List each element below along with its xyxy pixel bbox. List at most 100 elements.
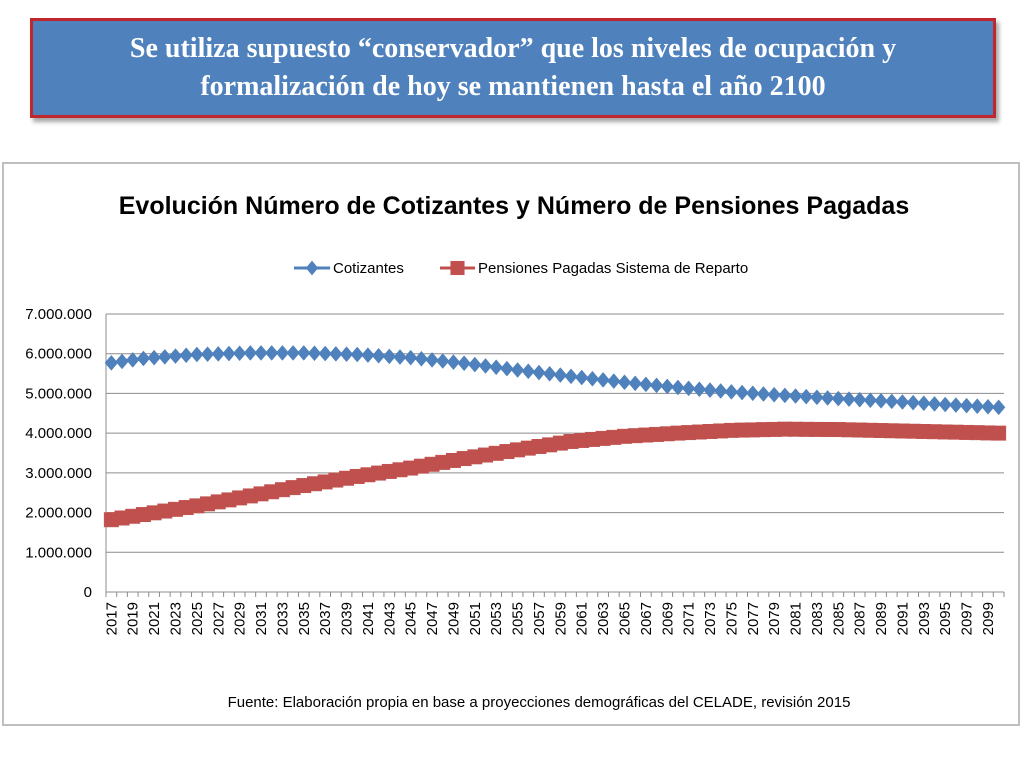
data-point — [136, 350, 151, 367]
data-point — [478, 358, 493, 374]
data-point — [991, 399, 1006, 416]
x-tick-label: 2093 — [916, 602, 933, 635]
data-point — [799, 388, 813, 405]
x-tick-label: 2075 — [723, 602, 740, 635]
data-point — [639, 376, 653, 393]
x-tick-label: 2091 — [894, 602, 911, 635]
data-point — [542, 365, 557, 382]
data-point — [393, 349, 407, 365]
data-point — [959, 397, 974, 414]
data-point — [842, 391, 856, 408]
x-tick-label: 2073 — [702, 602, 719, 635]
data-point — [468, 356, 482, 373]
data-point — [724, 383, 739, 400]
x-tick-label: 2059 — [552, 602, 569, 635]
data-point — [425, 352, 439, 368]
data-point — [778, 387, 792, 404]
data-point — [403, 349, 418, 366]
x-tick-label: 2077 — [745, 602, 762, 635]
data-point — [596, 372, 610, 388]
data-point — [446, 354, 461, 371]
data-point — [329, 345, 343, 362]
axes: 0 1.000.000 2.000.000 3.000.000 4.000.000 5.0… — [25, 306, 1005, 635]
data-point — [991, 425, 1007, 441]
x-tick-label: 2051 — [467, 602, 484, 635]
data-point — [564, 368, 578, 385]
x-tick-label: 2065 — [616, 602, 633, 635]
data-point — [756, 386, 771, 402]
chart-title: Evolución Número de Cotizantes y Número … — [119, 192, 909, 220]
data-point — [863, 392, 878, 409]
series-group — [103, 345, 1007, 528]
series-2 — [103, 421, 1007, 528]
data-point — [532, 364, 546, 381]
data-point — [788, 388, 803, 404]
data-point — [115, 353, 129, 370]
data-point — [254, 345, 268, 361]
data-point — [713, 383, 728, 399]
data-point — [179, 347, 193, 364]
y-tick-label: 2.000.000 — [25, 505, 92, 522]
data-point — [885, 393, 899, 410]
data-point — [628, 375, 642, 392]
x-tick-label: 2029 — [232, 602, 249, 635]
x-tick-label: 2069 — [659, 602, 676, 635]
data-point — [457, 355, 471, 372]
data-point — [681, 380, 696, 397]
data-point — [874, 392, 888, 409]
data-point — [104, 354, 119, 371]
banner-line-1: Se utiliza supuesto “conservador” que lo… — [129, 33, 897, 64]
data-point — [200, 346, 215, 363]
data-point — [371, 347, 386, 364]
data-point — [521, 363, 535, 380]
y-tick-label: 7.000.000 — [25, 306, 92, 323]
data-point — [575, 369, 589, 386]
data-point — [286, 345, 300, 361]
data-point — [489, 359, 503, 376]
legend-item-2: Pensiones Pagadas Sistema de Reparto — [440, 260, 748, 277]
x-tick-label: 2041 — [360, 602, 377, 635]
line-chart: Evolución Número de Cotizantes y Número … — [25, 192, 1007, 711]
x-tick-label: 2031 — [253, 602, 270, 635]
x-tick-label: 2017 — [103, 602, 120, 635]
x-tick-label: 2043 — [381, 602, 398, 635]
data-point — [553, 367, 568, 383]
x-tick-label: 2053 — [488, 602, 505, 635]
x-tick-label: 2071 — [681, 602, 698, 635]
x-tick-label: 2049 — [445, 602, 462, 635]
data-point — [607, 373, 621, 390]
x-tick-label: 2081 — [788, 602, 805, 635]
y-tick-label: 5.000.000 — [25, 385, 92, 402]
data-point — [852, 391, 867, 408]
x-tick-label: 2023 — [167, 602, 184, 635]
data-point — [243, 345, 258, 361]
data-point — [339, 346, 354, 363]
data-point — [126, 352, 140, 368]
data-point — [981, 398, 995, 415]
banner-line-2: formalización de hoy se mantienen hasta … — [200, 71, 826, 102]
y-tick-label: 1.000.000 — [25, 544, 92, 561]
data-point — [767, 386, 781, 403]
x-tick-label: 2063 — [595, 602, 612, 635]
data-point — [275, 345, 290, 361]
x-tick-label: 2033 — [274, 602, 291, 635]
legend-label: Cotizantes — [333, 260, 404, 277]
data-point — [307, 345, 322, 362]
x-tick-label: 2085 — [830, 602, 847, 635]
data-point — [414, 350, 429, 367]
title-banner: Se utiliza supuesto “conservador” que lo… — [30, 18, 996, 118]
y-tick-label: 6.000.000 — [25, 346, 92, 363]
data-point — [735, 384, 749, 401]
data-point — [970, 398, 984, 415]
data-point — [190, 346, 204, 363]
x-tick-label: 2055 — [510, 602, 527, 635]
x-tick-label: 2095 — [937, 602, 954, 635]
data-point — [927, 396, 942, 412]
legend-label: Pensiones Pagadas Sistema de Reparto — [478, 260, 748, 277]
y-tick-label: 3.000.000 — [25, 465, 92, 482]
data-point — [510, 362, 525, 378]
x-tick-label: 2089 — [873, 602, 890, 635]
source-note: Fuente: Elaboración propia en base a pro… — [228, 694, 851, 711]
x-tick-label: 2099 — [980, 602, 997, 635]
data-point — [211, 345, 225, 362]
